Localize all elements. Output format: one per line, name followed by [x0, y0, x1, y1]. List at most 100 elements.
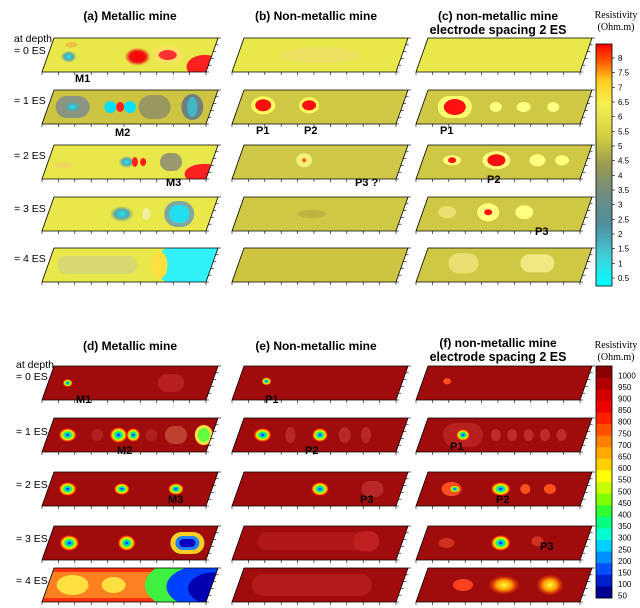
- colorbar-swatch: [596, 528, 612, 541]
- anomaly-red: [116, 102, 125, 112]
- slice-features: [438, 203, 534, 222]
- slice-features: [58, 425, 213, 445]
- colorbar-tick-label: 4.5: [618, 157, 630, 166]
- anomaly-contour: [251, 574, 372, 596]
- slice-features: [441, 482, 556, 496]
- slice-f-3: [415, 525, 595, 563]
- slice-features: [453, 574, 564, 596]
- colorbar-swatch: [596, 470, 612, 483]
- slice-base: [232, 248, 408, 282]
- anomaly-red: [484, 209, 493, 216]
- slice-ticks: [41, 471, 221, 509]
- anomaly-warm: [280, 47, 360, 63]
- slice-features: [443, 423, 567, 447]
- anomaly-warm: [65, 41, 78, 48]
- slice-features: [55, 94, 204, 120]
- anomaly-warm: [555, 155, 569, 166]
- anomaly-warm: [547, 102, 560, 112]
- slice-features: [448, 253, 555, 274]
- slice-features: [443, 378, 452, 385]
- colorbar-tick-label: 6: [618, 113, 623, 122]
- anomaly-red: [186, 54, 218, 72]
- colorbar-swatch: [596, 551, 612, 564]
- anomaly-contour: [158, 374, 184, 392]
- colorbar-tick-label: 7: [618, 83, 623, 92]
- slice-features: [251, 574, 372, 596]
- colorbar-swatch: [596, 516, 612, 529]
- anomaly-contour: [353, 531, 380, 552]
- depth-label-4-b: = 4 ES: [16, 575, 48, 587]
- slice-ticks: [231, 144, 411, 182]
- colorbar-swatch: [596, 574, 612, 587]
- slice-e-0: [231, 365, 411, 403]
- slice-features: [59, 532, 205, 554]
- anomaly-warm: [520, 254, 555, 273]
- slice-base: [42, 472, 218, 506]
- colorbar-tick-label: 5: [618, 142, 623, 151]
- slice-base: [232, 366, 408, 400]
- anomaly-cyan: [118, 156, 135, 168]
- anomaly-contour: [507, 429, 518, 441]
- slice-features: [280, 47, 360, 63]
- colorbar-tick-label: 400: [618, 510, 632, 519]
- marker-p3-e: P3: [360, 494, 373, 506]
- depth-label-2-b: = 2 ES: [16, 479, 48, 491]
- slice-ticks: [41, 365, 221, 403]
- anomaly-warm: [448, 253, 479, 274]
- colorbar-tick-label: 50: [618, 592, 627, 601]
- marker-p3-b: P3 ?: [355, 177, 379, 189]
- anomaly-warm: [56, 575, 89, 595]
- anomaly-m1: [60, 50, 77, 63]
- colorbar-tick-label: 950: [618, 383, 632, 392]
- marker-p2-e: P2: [305, 445, 318, 457]
- colorbar-tick-label: 200: [618, 557, 632, 566]
- anomaly-contour: [91, 429, 104, 441]
- colorbar-tick-label: 3: [618, 201, 623, 210]
- slice-ticks: [41, 567, 221, 605]
- anomaly-warm: [520, 484, 531, 494]
- anomaly-red: [140, 158, 147, 166]
- colorbar-bottom-title: Resistivity: [595, 340, 638, 351]
- slice-ticks: [415, 471, 595, 509]
- slice-ticks: [415, 417, 595, 455]
- slice-ticks: [41, 196, 221, 234]
- marker-p1-b: P1: [256, 125, 269, 137]
- slice-features: [261, 377, 272, 386]
- anomaly-contour: [338, 427, 351, 443]
- colorbar-top-title: Resistivity: [595, 10, 638, 21]
- anomaly-warm: [453, 579, 473, 591]
- panel-b-title: (b) Non-metallic mine: [255, 9, 377, 23]
- slice-features: [253, 427, 371, 443]
- slice-c-0: [415, 37, 595, 75]
- slice-f-1: [415, 417, 595, 455]
- colorbar-tick-label: 100: [618, 580, 632, 589]
- marker-m3-a: M3: [166, 177, 181, 189]
- slice-ticks: [231, 365, 411, 403]
- depth-label-3: = 3 ES: [14, 203, 46, 215]
- anomaly-warm: [438, 206, 457, 219]
- slice-e-3: [231, 525, 411, 563]
- colorbar-tick-label: 300: [618, 534, 632, 543]
- anomaly-p1: [255, 99, 272, 112]
- marker-p2-f: P2: [496, 494, 509, 506]
- colorbar-swatch: [596, 400, 612, 413]
- slice-b-0: [231, 37, 411, 75]
- slice-ticks: [231, 525, 411, 563]
- marker-m1-a: M1: [75, 73, 90, 85]
- anomaly-cyan: [109, 206, 134, 222]
- anomaly-warm: [101, 577, 126, 593]
- marker-p2-b: P2: [304, 125, 317, 137]
- slice-ticks: [415, 89, 595, 127]
- depth-label-at-b: at depth: [16, 359, 54, 371]
- anomaly-warm: [489, 102, 502, 112]
- slice-features: [57, 248, 218, 282]
- anomaly-warm: [515, 205, 534, 220]
- anomaly-bull: [253, 428, 272, 442]
- anomaly-red: [302, 158, 307, 163]
- anomaly-bull: [311, 482, 329, 496]
- colorbar-tick-label: 450: [618, 499, 632, 508]
- slice-ticks: [415, 365, 595, 403]
- slice-d-4: [41, 567, 221, 605]
- depth-label-at: at depth: [14, 33, 52, 45]
- slice-b-4: [231, 247, 411, 285]
